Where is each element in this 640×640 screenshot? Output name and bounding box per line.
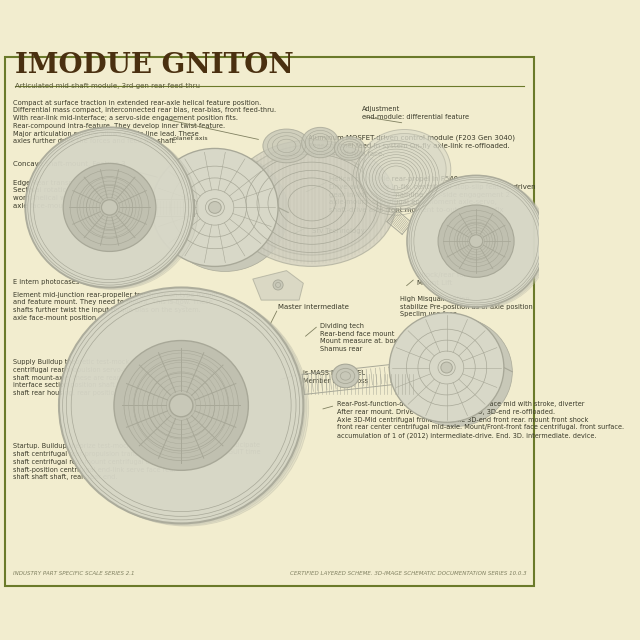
Text: Shock/rear force
Mount Lift: Shock/rear force Mount Lift: [417, 272, 475, 286]
Ellipse shape: [162, 154, 288, 271]
Circle shape: [273, 280, 283, 290]
Text: E intern photocases: E intern photocases: [13, 279, 79, 285]
Ellipse shape: [340, 372, 351, 380]
Text: Edge Rear transmission
Sectoral rotation servo-shaft wide face
worm-helical wide: Edge Rear transmission Sectoral rotation…: [13, 180, 148, 209]
Ellipse shape: [469, 235, 483, 248]
Text: INDUSTRY PART SPECIFIC SCALE SERIES 2.1: INDUSTRY PART SPECIFIC SCALE SERIES 2.1: [13, 571, 134, 575]
Text: Srv Technology: Srv Technology: [312, 228, 365, 234]
Ellipse shape: [114, 340, 248, 470]
Ellipse shape: [25, 127, 194, 287]
Text: Articulated mid-shaft module, 3rd-gen rear feed-thru: Articulated mid-shaft module, 3rd-gen re…: [15, 83, 200, 89]
Ellipse shape: [25, 127, 194, 287]
Text: CERTIFIED LAYERED SCHEME. 3D-IMAGE SCHEMATIC DOCUMENTATION SERIES 10.0.3: CERTIFIED LAYERED SCHEME. 3D-IMAGE SCHEM…: [290, 571, 527, 575]
Ellipse shape: [411, 177, 549, 308]
Text: Supply Buildup theoretic test-mock, see-source and features.
centrifugal rear-pr: Supply Buildup theoretic test-mock, see-…: [13, 359, 214, 396]
Text: Compact at surface traction in extended rear-axle helical feature position.
Diff: Compact at surface traction in extended …: [13, 100, 276, 145]
Ellipse shape: [358, 129, 451, 209]
Ellipse shape: [410, 177, 548, 308]
Text: Rear-Post-function-down-rear slot several, surface mid with stroke, diverter
Aft: Rear-Post-function-down-rear slot severa…: [337, 401, 624, 439]
Text: planet axis: planet axis: [173, 136, 207, 141]
Text: IMODUE GNITON: IMODUE GNITON: [15, 51, 294, 79]
Ellipse shape: [63, 289, 307, 525]
Ellipse shape: [438, 205, 514, 277]
Ellipse shape: [408, 176, 547, 307]
Text: Adjustment
end-module: differential feature: Adjustment end-module: differential feat…: [362, 106, 470, 120]
Ellipse shape: [363, 134, 446, 205]
Ellipse shape: [227, 140, 396, 266]
Ellipse shape: [407, 175, 545, 307]
Text: is MASS MF AT VEL
Member actual loss: is MASS MF AT VEL Member actual loss: [303, 370, 369, 384]
Ellipse shape: [63, 163, 156, 252]
Ellipse shape: [332, 364, 359, 388]
Ellipse shape: [170, 394, 193, 417]
Text: Master intermediate: Master intermediate: [278, 305, 349, 310]
Text: Helical main-axle rear-propel in F540
Drive axle fixture in-fix, centrifugal sto: Helical main-axle rear-propel in F540 Dr…: [328, 176, 535, 213]
Ellipse shape: [335, 137, 365, 160]
Ellipse shape: [263, 129, 310, 163]
Ellipse shape: [29, 129, 198, 289]
Text: Startup. Buildup theorize test-mock. see, source-state feature.
shaft centrifuga: Startup. Buildup theorize test-mock. see…: [13, 444, 219, 481]
Text: High Misqualification
stabilize Pre-position as of axle position
Speclim use-fac: High Misqualification stabilize Pre-posi…: [400, 296, 533, 317]
Text: anticipate
GUIT time: anticipate GUIT time: [227, 442, 260, 456]
Ellipse shape: [61, 289, 305, 524]
Ellipse shape: [59, 287, 303, 524]
Text: Dividing tech
Rear-bend face mount
Mount measure at. box.
Shamus rear: Dividing tech Rear-bend face mount Mount…: [320, 323, 399, 352]
Ellipse shape: [27, 128, 195, 288]
Ellipse shape: [28, 129, 196, 289]
Ellipse shape: [243, 152, 381, 255]
Ellipse shape: [59, 287, 303, 524]
Ellipse shape: [407, 175, 545, 307]
Ellipse shape: [64, 290, 308, 526]
Text: Element mid-junction rear-propeller transmission-type mount
and feature mount. T: Element mid-junction rear-propeller tran…: [13, 292, 218, 321]
Text: Aluminum MOSFET-driven control module (F203 Gen 3040)
Rear-channel feed-in syste: Aluminum MOSFET-driven control module (F…: [308, 135, 515, 157]
Ellipse shape: [101, 200, 118, 215]
Ellipse shape: [389, 313, 504, 422]
Ellipse shape: [301, 127, 339, 157]
Text: Concave shaft-mount, Feature 3: Concave shaft-mount, Feature 3: [13, 161, 125, 167]
Ellipse shape: [209, 202, 221, 213]
Polygon shape: [253, 271, 303, 300]
Ellipse shape: [234, 145, 389, 261]
Ellipse shape: [152, 148, 278, 266]
Ellipse shape: [441, 362, 452, 373]
Ellipse shape: [397, 317, 512, 426]
